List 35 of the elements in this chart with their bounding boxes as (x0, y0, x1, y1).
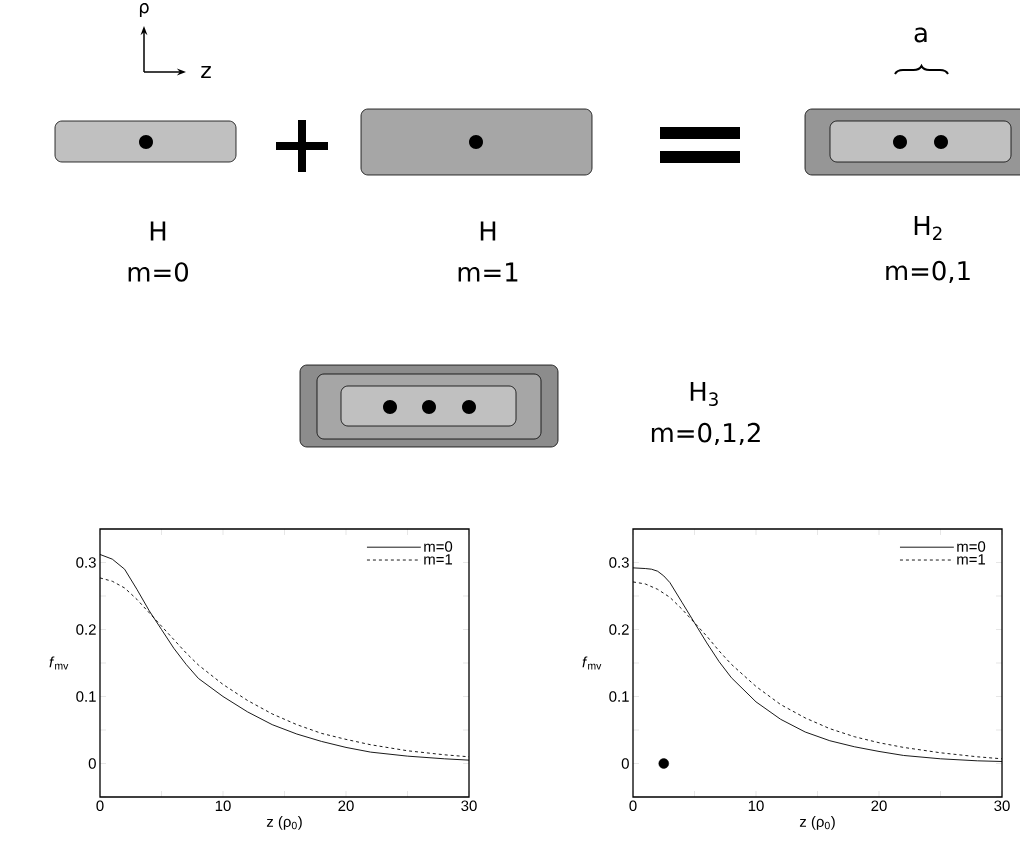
x-axis-title: z (ρ$_{0}$) (266, 815, 302, 830)
legend-label: m=1 (957, 554, 986, 565)
legend-label: m=0 (957, 541, 986, 552)
x-tick-label: 10 (215, 800, 231, 812)
y-axis-title: f$_{mv}$ (582, 656, 602, 670)
y-tick-label: 0.3 (609, 557, 629, 568)
text: H$_{2}$ (914, 216, 942, 240)
legend-label: m=1 (424, 554, 453, 565)
text: H (150, 221, 166, 241)
x-tick-label: 0 (96, 800, 104, 812)
x-axis-title: z (ρ$_{0}$) (799, 815, 835, 830)
y-tick-label: 0.1 (609, 691, 629, 702)
text: ρ (139, 3, 149, 17)
x-tick-label: 0 (629, 800, 637, 812)
y-tick-label: 0.3 (76, 557, 96, 568)
text: m=0,1 (886, 260, 970, 284)
y-axis-title: f$_{mv}$ (49, 656, 69, 670)
y-tick-label: 0.2 (76, 624, 96, 635)
text: H$_{3}$ (690, 381, 718, 407)
text: m=0 (128, 262, 188, 282)
legend-label: m=0 (424, 541, 453, 552)
y-tick-label: 0 (88, 758, 96, 769)
x-tick-label: 10 (748, 800, 764, 812)
y-tick-label: 0 (621, 758, 629, 769)
text: m=0,1,2 (651, 422, 760, 446)
y-tick-label: 0.1 (76, 691, 96, 702)
text: z (201, 66, 211, 78)
text: H (480, 221, 496, 241)
x-tick-label: 20 (871, 800, 887, 812)
text: a (914, 27, 927, 43)
x-tick-label: 30 (461, 800, 477, 812)
x-tick-label: 30 (994, 800, 1010, 812)
y-tick-label: 0.2 (609, 624, 629, 635)
text: m=1 (458, 262, 518, 282)
x-tick-label: 20 (338, 800, 354, 812)
